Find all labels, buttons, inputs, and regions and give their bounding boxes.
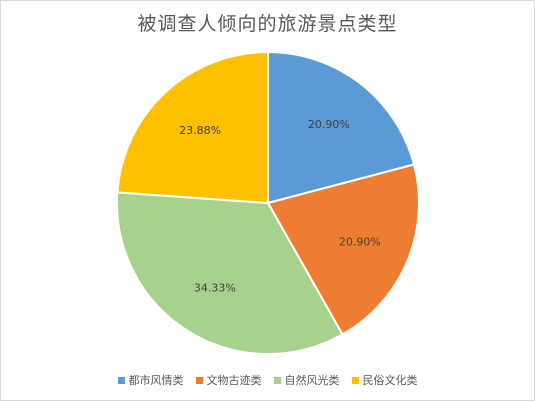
pie-slice-3 — [116, 191, 344, 355]
legend-label-3: 自然风光类 — [284, 374, 340, 387]
pie-data-label-3: 34.33% — [194, 281, 236, 294]
legend-label-1: 都市风情类 — [128, 374, 184, 387]
legend-item-2: 文物古迹类 — [195, 372, 262, 388]
legend-swatch-3 — [273, 376, 281, 384]
pie-slice-2 — [266, 163, 420, 336]
pie-data-label-1: 20.90% — [308, 118, 350, 131]
pie-data-label-2: 20.90% — [339, 236, 381, 249]
pie-slice-4 — [116, 50, 269, 205]
legend-item-4: 民俗文化类 — [351, 372, 418, 388]
pie-slice-1 — [267, 50, 416, 205]
chart-legend: 都市风情类 文物古迹类 自然风光类 民俗文化类 — [1, 372, 534, 388]
legend-label-4: 民俗文化类 — [362, 374, 418, 387]
chart-title: 被调查人倾向的旅游景点类型 — [137, 13, 398, 35]
legend-swatch-1 — [117, 376, 125, 384]
legend-label-2: 文物古迹类 — [206, 374, 262, 387]
pie-data-label-4: 23.88% — [179, 124, 221, 137]
legend-item-3: 自然风光类 — [273, 372, 340, 388]
legend-swatch-2 — [195, 376, 203, 384]
legend-item-1: 都市风情类 — [117, 372, 184, 388]
legend-swatch-4 — [351, 376, 359, 384]
